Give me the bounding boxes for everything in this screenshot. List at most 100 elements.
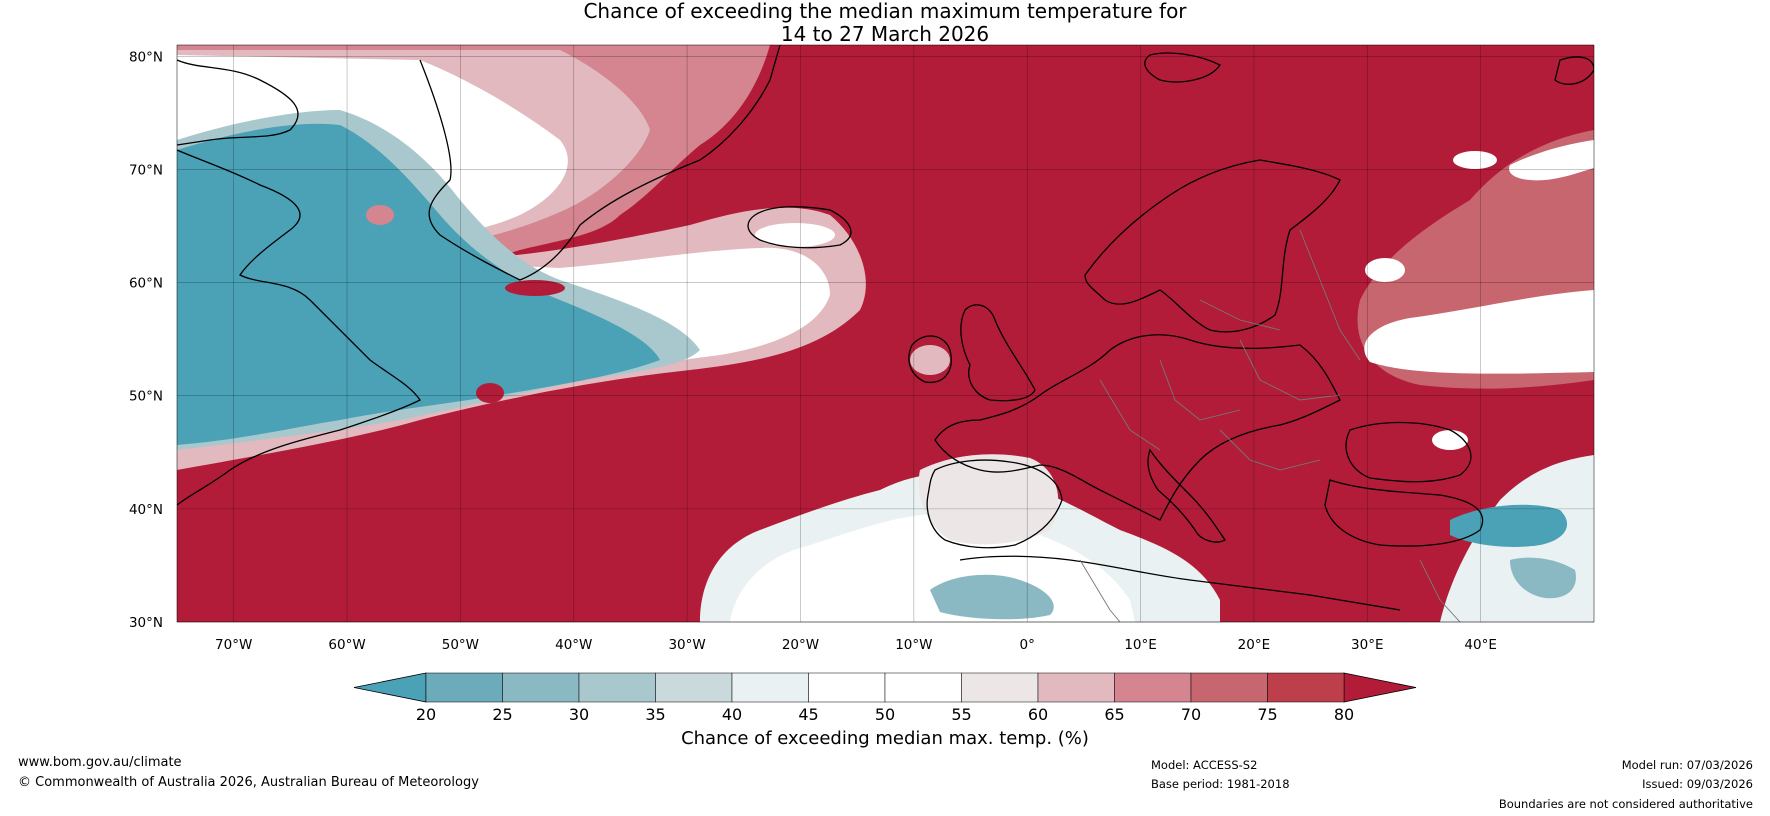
ireland-coast [908,335,952,383]
longitude-label: 30°E [1351,637,1383,653]
colorbar-tick-label: 35 [645,705,665,724]
colorbar-tick-label: 80 [1334,705,1354,724]
baffin-coast [177,59,299,146]
anatolia-coast [1324,479,1484,547]
colorbar-tick-label: 30 [569,705,589,724]
colorbar-band [1190,672,1268,703]
iberia-coast [926,459,1063,549]
greenland-tip-red-patch [505,280,565,296]
colorbar-band [961,672,1039,703]
ireland-light-patch [910,345,950,375]
longitude-label: 20°E [1238,637,1270,653]
russia-white-band [1364,290,1594,374]
country-borders [1079,229,1461,622]
colorbar-tick-label: 45 [798,705,818,724]
colorbar-tick-label: 50 [875,705,895,724]
longitude-label: 40°W [555,637,592,653]
italy-coast [1147,448,1226,543]
colorbar-tick-label: 70 [1181,705,1201,724]
atlantic-red-patch [476,383,504,403]
north-africa-blue-patch [930,574,1054,620]
black-sea-coast [1345,421,1472,483]
longitude-label: 20°W [782,637,819,653]
latitude-label: 40°N [129,502,163,518]
copyright-text: © Commonwealth of Australia 2026, Austra… [18,775,479,790]
svalbard-coast [1144,52,1221,83]
europe-coast [934,334,1341,521]
caspian-blue-region [1450,504,1568,547]
canada-coast [177,149,421,506]
border-line [1239,339,1341,401]
colorbar: 20 25 30 35 40 45 50 55 60 65 70 75 80 [353,672,1417,724]
longitude-label: 0° [1020,637,1035,653]
colorbar-band [1037,672,1115,703]
ladoga-white-patch [1365,258,1405,282]
colorbar-tick-label: 20 [416,705,436,724]
colorbar-low-extend [353,672,427,703]
colorbar-title: Chance of exceeding median max. temp. (%… [681,728,1089,749]
longitude-labels: 70°W 60°W 50°W 40°W 30°W 20°W 10°W 0° 10°E 20°E 30… [215,637,1497,653]
caucasus-blue-patch [1510,557,1576,599]
greenland-pink-patch [366,205,394,225]
longitude-label: 10°W [895,637,932,653]
scandinavia-coast [1084,159,1341,333]
latitude-label: 50°N [129,389,163,405]
map-title-line-2: 14 to 27 March 2026 [780,22,990,46]
longitude-label: 60°W [328,637,365,653]
atlantic-red-patch-2 [380,478,416,502]
colorbar-tick-label: 75 [1257,705,1277,724]
border-line [1199,299,1281,331]
colorbar-tick-label: 60 [1028,705,1048,724]
disclaimer-text: Boundaries are not considered authoritat… [1498,797,1753,811]
longitude-label: 70°W [215,637,252,653]
longitude-label: 10°E [1124,637,1156,653]
colorbar-band [884,672,962,703]
latitude-label: 60°N [129,276,163,292]
colorbar-band [655,672,733,703]
border-line [1299,229,1361,361]
border-line [1219,429,1321,471]
colorbar-band [1267,672,1345,703]
colorbar-high-extend [1343,672,1417,703]
border-line [1159,359,1241,421]
colorbar-band [502,672,580,703]
colorbar-tick-label: 55 [951,705,971,724]
latitude-labels: 80°N 70°N 60°N 50°N 40°N 30°N [129,49,163,631]
longitude-label: 30°W [668,637,705,653]
coastlines [177,45,1594,611]
iberia-light-region [918,454,1059,545]
colorbar-tick-label: 25 [492,705,512,724]
map-title-line-1: Chance of exceeding the median maximum t… [583,0,1187,23]
north-africa-coast [959,555,1401,611]
greenland-coast [419,45,781,281]
colorbar-band [1114,672,1192,703]
longitude-label: 50°W [442,637,479,653]
latitude-label: 80°N [129,49,163,65]
latitude-label: 30°N [129,615,163,631]
iceland-white-patch [755,223,835,247]
issued-text: Issued: 09/03/2026 [1642,777,1753,791]
colorbar-tick-label: 65 [1104,705,1124,724]
colorbar-tick-label: 40 [722,705,742,724]
base-period-text: Base period: 1981-2018 [1151,777,1290,791]
website-text: www.bom.gov.au/climate [18,755,182,770]
russia-white-north [1509,140,1594,181]
colorbar-band [808,672,886,703]
probability-field [177,45,1594,622]
colorbar-band [425,672,503,703]
longitude-label: 40°E [1464,637,1496,653]
colorbar-band [578,672,656,703]
border-line [1099,379,1161,451]
iceland-coast [747,206,852,249]
model-text: Model: ACCESS-S2 [1151,758,1258,772]
border-line [1079,559,1121,622]
britain-coast [960,304,1036,402]
border-line [1419,559,1461,622]
labrador-blue-region [177,123,660,445]
map-border [176,44,1595,623]
model-run-text: Model run: 07/03/2026 [1621,758,1753,772]
latitude-label: 70°N [129,162,163,178]
barents-white-patch [1453,151,1497,169]
black-sea-white-patch [1432,430,1468,450]
